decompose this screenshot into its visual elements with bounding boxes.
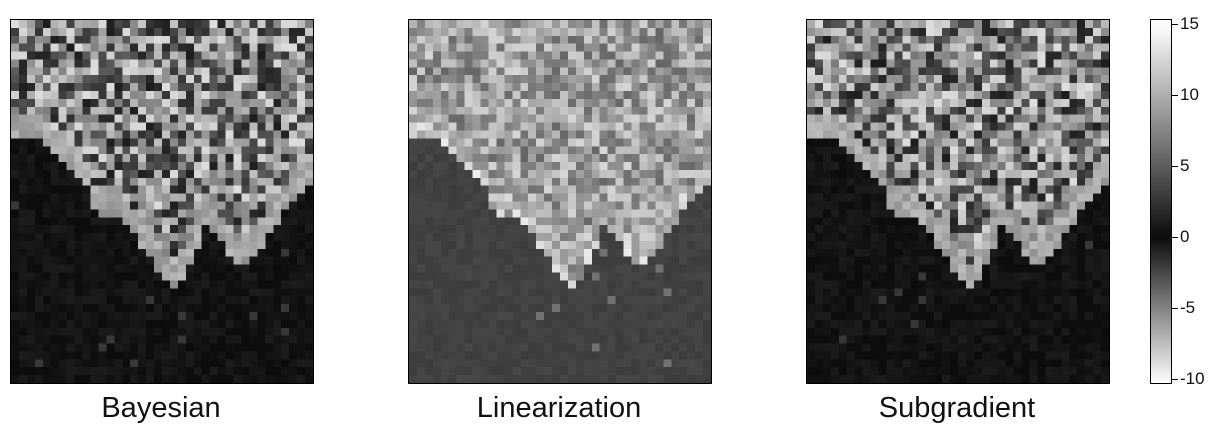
heatmap-image-subgradient xyxy=(807,20,1109,383)
panel-title-bayesian: Bayesian xyxy=(101,392,221,424)
panel-title-linearization: Linearization xyxy=(476,392,642,424)
panel-title-subgradient: Subgradient xyxy=(878,392,1036,424)
colorbar-tick-label: -10 xyxy=(1180,369,1205,388)
colorbar-tick-label: -5 xyxy=(1180,298,1196,317)
colorbar-tick xyxy=(1171,237,1178,238)
colorbar-tick-label: 10 xyxy=(1180,85,1199,104)
colorbar-tick xyxy=(1171,379,1178,380)
heatmap-image-linearization xyxy=(409,20,711,383)
colorbar-tick xyxy=(1171,95,1178,96)
colorbar xyxy=(1150,19,1172,384)
heatmap-panel-linearization xyxy=(408,19,712,384)
colorbar-tick xyxy=(1171,308,1178,309)
heatmap-panel-subgradient xyxy=(806,19,1110,384)
heatmap-image-bayesian xyxy=(11,20,313,383)
heatmap-panel-bayesian xyxy=(10,19,314,384)
colorbar-tick-label: 15 xyxy=(1180,14,1199,33)
colorbar-tick-label: 0 xyxy=(1180,227,1190,246)
colorbar-tick xyxy=(1171,166,1178,167)
colorbar-tick-label: 5 xyxy=(1180,156,1190,175)
colorbar-tick xyxy=(1171,24,1178,25)
